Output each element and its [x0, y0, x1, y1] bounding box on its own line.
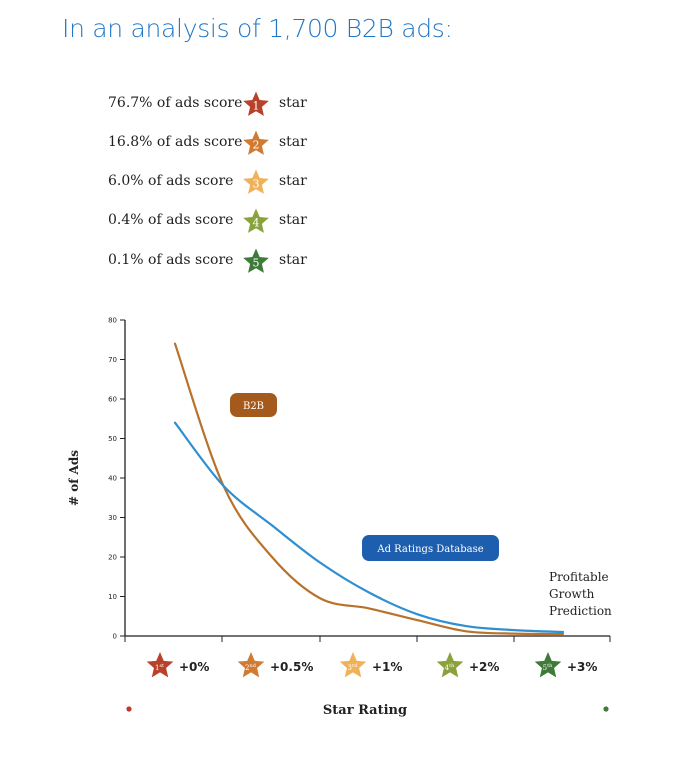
category-growth-label: +0.5%: [270, 660, 313, 674]
category-star-rank: 5th: [543, 663, 553, 672]
category-star-icon: [534, 652, 562, 678]
star-rating-line-end-dot: [603, 706, 609, 712]
star-icon: 5: [242, 247, 270, 275]
score-percent-text: 6.0% of ads score: [108, 173, 234, 189]
series-line-ad-ratings-database: [173, 421, 565, 634]
score-percent-text: 0.4% of ads score: [108, 212, 234, 228]
category-star-rank-suffix: st: [159, 663, 164, 669]
star-score-row: 76.7% of ads score 1 star: [108, 90, 348, 118]
profitable-growth-prediction-text: Profitable: [549, 570, 609, 584]
series-line-b2b: [173, 342, 565, 636]
category-star-rank-suffix: rd: [352, 663, 358, 669]
star-number: 5: [253, 257, 260, 270]
profitable-growth-prediction-text: Growth: [549, 587, 595, 601]
score-suffix-text: star: [279, 134, 307, 150]
profitable-growth-prediction-text: Prediction: [549, 604, 612, 618]
y-tick-label: 20: [108, 554, 117, 562]
category-star-rank: 3rd: [347, 663, 358, 672]
category-star-rank-suffix: th: [547, 663, 553, 669]
star-number: 3: [253, 178, 260, 191]
series-label-ad-ratings-database: Ad Ratings Database: [376, 544, 483, 555]
y-tick-label: 10: [108, 593, 117, 601]
ad-ratings-database-label-box: [362, 535, 499, 561]
category-star-icon: [146, 652, 174, 678]
y-tick-label: 80: [108, 317, 117, 325]
star-number: 4: [253, 217, 260, 230]
score-suffix-text: star: [279, 212, 307, 228]
x-axis-label: Star Rating: [323, 703, 407, 718]
star-number: 2: [253, 139, 260, 152]
y-axis-label: # of Ads: [67, 450, 81, 506]
score-percent-text: 16.8% of ads score: [108, 134, 243, 150]
category-star-rank: 1st: [155, 663, 164, 672]
star-score-row: 0.4% of ads score 4 star: [108, 207, 348, 235]
category-star-icon: [436, 652, 464, 678]
y-tick-label: 50: [108, 435, 117, 443]
y-tick-label: 40: [108, 475, 117, 483]
star-shape: [243, 248, 269, 273]
category-star-rank: 2nd: [245, 663, 257, 672]
star-icon: 3: [242, 168, 270, 196]
category-star-rank-suffix: nd: [250, 663, 257, 669]
star-shape: [243, 130, 269, 155]
score-percent-text: 76.7% of ads score: [108, 95, 243, 111]
b2b-label-box: [230, 393, 277, 417]
y-tick-label: 70: [108, 356, 117, 364]
score-suffix-text: star: [279, 173, 307, 189]
star-shape: [243, 91, 269, 116]
category-growth-label: +0%: [179, 660, 209, 674]
star-shape: [243, 208, 269, 233]
category-growth-label: +2%: [469, 660, 499, 674]
series-label-b2b: B2B: [243, 401, 264, 412]
category-star-icon: [339, 652, 367, 678]
star-icon: 4: [242, 207, 270, 235]
score-suffix-text: star: [279, 95, 307, 111]
star-number: 1: [253, 100, 260, 113]
star-score-row: 16.8% of ads score 2 star: [108, 129, 348, 157]
score-percent-text: 0.1% of ads score: [108, 252, 234, 268]
category-growth-label: +1%: [372, 660, 402, 674]
star-shape: [243, 169, 269, 194]
star-rating-line-start-dot: [126, 706, 132, 712]
star-icon: 1: [242, 90, 270, 118]
y-tick-label: 30: [108, 514, 117, 522]
y-tick-label: 0: [113, 633, 117, 641]
category-star-rank-suffix: th: [449, 663, 455, 669]
y-tick-label: 60: [108, 396, 117, 404]
star-score-row: 0.1% of ads score 5 star: [108, 247, 348, 275]
category-star-icon: [237, 652, 265, 678]
star-icon: 2: [242, 129, 270, 157]
headline: In an analysis of 1,700 B2B ads:: [62, 14, 453, 43]
score-suffix-text: star: [279, 252, 307, 268]
category-growth-label: +3%: [567, 660, 597, 674]
star-score-row: 6.0% of ads score 3 star: [108, 168, 348, 196]
category-star-rank: 4th: [445, 663, 455, 672]
